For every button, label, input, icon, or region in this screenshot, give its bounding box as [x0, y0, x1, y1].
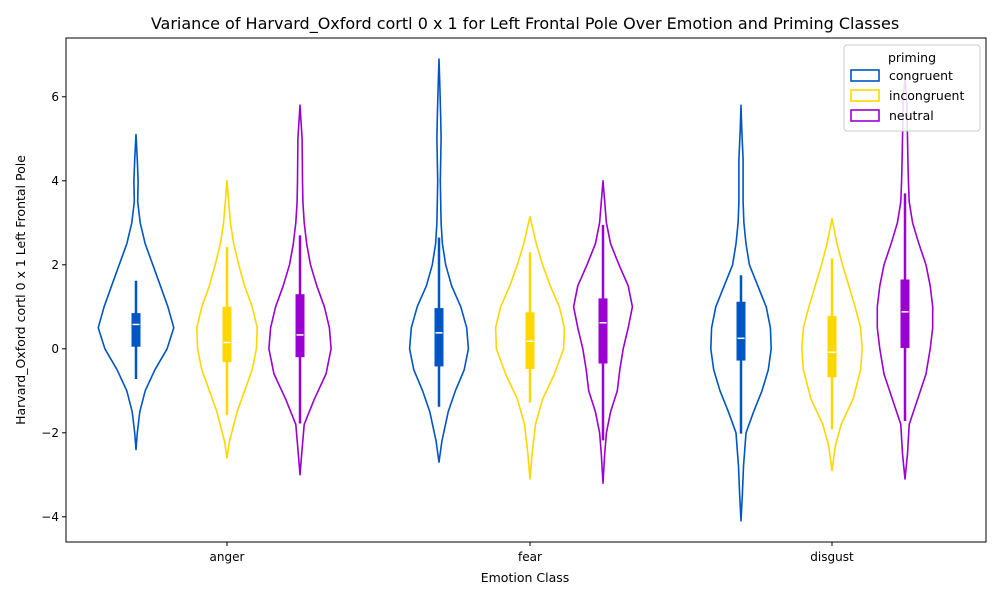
violin-outline [268, 104, 332, 476]
x-axis-ticks: anger fear disgust [210, 542, 854, 564]
legend-swatch-neutral [850, 109, 880, 122]
iqr-box [295, 294, 305, 358]
violin-incongruent-anger [196, 180, 258, 459]
iqr-box [736, 301, 746, 361]
iqr-box [222, 306, 232, 363]
violin-congruent-disgust [710, 104, 772, 522]
x-axis-label: Emotion Class [481, 570, 570, 585]
violin-neutral-disgust [876, 79, 934, 480]
violin-outline [494, 215, 566, 480]
legend-title: priming [888, 50, 936, 65]
legend-label-incongruent: incongruent [889, 88, 964, 103]
violin-outline [710, 104, 772, 522]
chart-title: Variance of Harvard_Oxford cortl 0 x 1 f… [151, 14, 899, 34]
iqr-box [434, 308, 444, 367]
legend-swatch-incongruent [850, 89, 880, 102]
iqr-box [131, 313, 141, 347]
violin-congruent-anger [97, 133, 175, 451]
x-tick-label: disgust [810, 550, 854, 564]
y-tick-label: −2 [41, 426, 59, 440]
x-tick-label: anger [210, 550, 245, 564]
legend-entries: congruent incongruent neutral [850, 68, 964, 123]
y-tick-label: 4 [51, 174, 59, 188]
y-tick-label: 0 [51, 342, 59, 356]
plot-area [97, 58, 934, 522]
violin-outline [196, 180, 258, 459]
violin-outline [572, 180, 634, 484]
legend-label-neutral: neutral [889, 108, 934, 123]
x-tick-label: fear [518, 550, 542, 564]
violin-congruent-fear [408, 58, 470, 463]
violin-outline [408, 58, 470, 463]
violin-neutral-fear [572, 180, 634, 484]
violin-incongruent-fear [494, 215, 566, 480]
y-tick-label: 2 [51, 258, 59, 272]
legend-label-congruent: congruent [889, 68, 953, 83]
legend-swatch-congruent [850, 69, 880, 82]
violin-neutral-anger [268, 104, 332, 476]
iqr-box [598, 298, 608, 364]
violin-outline [97, 133, 175, 451]
legend: priming congruent incongruent neutral [843, 44, 981, 132]
y-axis-ticks: −4 −2 0 2 4 6 [41, 90, 66, 524]
violin-incongruent-disgust [801, 217, 863, 472]
iqr-box [827, 316, 837, 378]
y-tick-label: 6 [51, 90, 59, 104]
y-axis-label: Harvard_Oxford cortl 0 x 1 Left Frontal … [13, 155, 28, 425]
violin-outline [801, 217, 863, 472]
iqr-box [900, 279, 910, 348]
axes-frame [65, 37, 987, 543]
y-tick-label: −4 [41, 510, 59, 524]
